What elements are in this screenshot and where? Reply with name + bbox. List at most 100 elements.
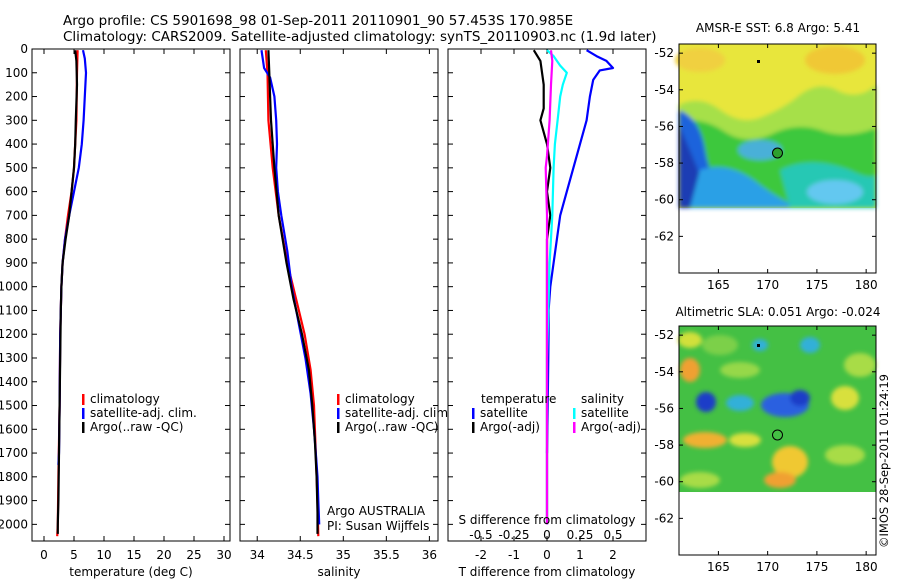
sst-map-longitude-axis: 165 170 175 180 [707, 44, 878, 292]
latitude-tick-label: -60 [654, 475, 674, 489]
x-tick-label-secondary: 0.25 [567, 528, 594, 542]
depth-tick-label: 1200 [0, 327, 28, 341]
x-tick-label: 36 [422, 548, 437, 562]
depth-tick-label: 2000 [0, 517, 28, 531]
temperature-legend: climatology satellite-adj. clim. Argo(..… [82, 392, 197, 434]
x-tick-label: 2 [609, 548, 617, 562]
legend-label-climatology: climatology [90, 392, 160, 406]
series-line-salinity-argo-adj [544, 50, 554, 525]
longitude-tick-label: 165 [707, 278, 730, 292]
temperature-series [56, 49, 88, 537]
temperature-x-axis: 0 5 10 15 20 25 30 [40, 49, 232, 562]
x-tick-label: -1 [508, 548, 520, 562]
sla-map-title: Altimetric SLA: 0.051 Argo: -0.024 [675, 305, 880, 319]
legend-label-t-satellite: satellite [480, 406, 528, 420]
argo-position-marker [772, 429, 783, 441]
difference-legend: temperature salinity satellite Argo(-adj… [472, 392, 641, 434]
temperature-x-label: temperature (deg C) [69, 565, 192, 579]
depth-tick-label: 800 [5, 232, 28, 246]
t-difference-x-label: T difference from climatology [458, 565, 636, 579]
legend-swatch-s-argo [573, 422, 576, 433]
sst-map-frame [678, 43, 877, 274]
depth-tick-label: 1800 [0, 470, 28, 484]
sla-map-panel: Altimetric SLA: 0.051 Argo: -0.024 [654, 305, 880, 574]
depth-tick-label: 1300 [0, 351, 28, 365]
x-tick-label: 0 [543, 548, 551, 562]
latitude-tick-label: -62 [654, 229, 674, 243]
legend-swatch-satellite [82, 408, 85, 419]
salinity-x-label: salinity [317, 565, 360, 579]
legend-swatch-t-argo [472, 422, 475, 433]
depth-tick-label: 600 [5, 185, 28, 199]
longitude-tick-label: 165 [707, 560, 730, 574]
legend-label-argo: Argo(..raw -QC) [90, 420, 183, 434]
legend-label-climatology: climatology [345, 392, 415, 406]
latitude-tick-label: -54 [654, 83, 674, 97]
longitude-tick-label: 175 [805, 278, 828, 292]
longitude-tick-label: 170 [756, 560, 779, 574]
depth-tick-label: 1900 [0, 494, 28, 508]
figure-title-line-2: Climatology: CARS2009. Satellite-adjuste… [63, 29, 657, 45]
latitude-tick-label: -62 [654, 511, 674, 525]
depth-tick-label: 1400 [0, 375, 28, 389]
depth-tick-label: 500 [5, 161, 28, 175]
x-tick-label: 15 [126, 548, 141, 562]
x-tick-label-secondary: -0.25 [498, 528, 529, 542]
salinity-depth-ticks [240, 48, 438, 525]
depth-tick-label: 1000 [0, 280, 28, 294]
sst-map-field [675, 44, 876, 208]
depth-tick-label: 700 [5, 208, 28, 222]
sla-map-longitude-axis: 165 170 175 180 [707, 326, 878, 574]
latitude-tick-label: -54 [654, 365, 674, 379]
legend-label-satellite: satellite-adj. clim. [345, 406, 452, 420]
depth-tick-label: 300 [5, 113, 28, 127]
depth-tick-label: 1100 [0, 303, 28, 317]
x-tick-label: 10 [96, 548, 111, 562]
x-tick-label: 34 [250, 548, 265, 562]
salinity-series [260, 50, 321, 537]
depth-tick-label: 0 [20, 42, 28, 56]
latitude-tick-label: -56 [654, 119, 674, 133]
latitude-tick-label: -58 [654, 438, 674, 452]
legend-swatch-argo [82, 422, 85, 433]
legend-label-t-argo: Argo(-adj) [480, 420, 540, 434]
legend-swatch-satellite [337, 408, 340, 419]
x-tick-label: 35.5 [373, 548, 400, 562]
legend-label-s-argo: Argo(-adj) [581, 420, 641, 434]
longitude-tick-label: 170 [756, 278, 779, 292]
longitude-tick-label: 180 [855, 278, 878, 292]
imos-credit-timestamp: ©IMOS 28-Sep-2011 01:24:19 [877, 374, 891, 548]
legend-label-argo: Argo(..raw -QC) [345, 420, 438, 434]
depth-tick-label: 1600 [0, 422, 28, 436]
temperature-panel: 0100200300400500600700800900100011001200… [0, 42, 232, 579]
temperature-plot-frame [31, 48, 231, 542]
x-tick-label-secondary: 0 [543, 528, 551, 542]
depth-tick-label: 1700 [0, 446, 28, 460]
x-tick-label: 1 [576, 548, 584, 562]
legend-swatch-t-satellite [472, 408, 475, 419]
depth-tick-label: 900 [5, 256, 28, 270]
sst-map-title: AMSR-E SST: 6.8 Argo: 5.41 [696, 21, 860, 35]
latitude-tick-label: -60 [654, 193, 674, 207]
sst-map-panel: AMSR-E SST: 6.8 Argo: 5.41 -52-54-56-58-… [654, 21, 877, 292]
annotation-float-program: Argo AUSTRALIA [327, 504, 426, 518]
sla-map-latitude-axis: -52 -54 -56 -58 -60 -62 [654, 328, 876, 525]
salinity-panel: 34 34.5 35 35.5 36 salinity climatology sate… [239, 48, 452, 579]
depth-tick-label: 400 [5, 137, 28, 151]
depth-axis: 0 100 200 300 400 500 600 700 800 900 1000 1100 1200… [0, 42, 230, 531]
legend-swatch-climatology [82, 394, 85, 405]
depth-tick-label: 200 [5, 90, 28, 104]
salinity-plot-frame [239, 48, 439, 542]
depth-tick-label: 1500 [0, 399, 28, 413]
x-tick-label: 5 [70, 548, 78, 562]
legend-label-satellite: satellite-adj. clim. [90, 406, 197, 420]
argo-position-marker [772, 147, 783, 159]
salinity-x-axis: 34 34.5 35 35.5 36 [250, 49, 437, 562]
legend-header-salinity: salinity [581, 392, 624, 406]
longitude-tick-label: 175 [805, 560, 828, 574]
sla-map-field [678, 326, 876, 492]
x-tick-label: 34.5 [287, 548, 314, 562]
sla-map-frame [678, 325, 877, 556]
x-tick-label-secondary: 0.5 [603, 528, 622, 542]
